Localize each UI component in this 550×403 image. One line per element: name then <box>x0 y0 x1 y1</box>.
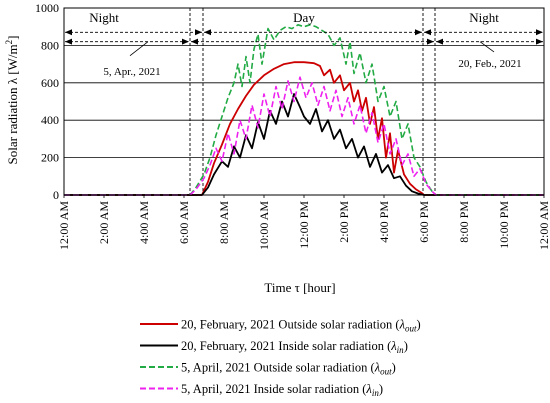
y-tick-label: 0 <box>53 188 59 202</box>
axes: 0 200 400 600 800 1000 12:00 AM 2:00 AM 4:00 AM 6… <box>35 1 550 250</box>
x-tick-label: 12:00 AM <box>537 201 550 250</box>
annotation-apr-date: 5, Apr., 2021 <box>103 66 160 78</box>
y-tick-label: 1000 <box>35 1 59 15</box>
series-line-3 <box>64 76 544 196</box>
series-line-0 <box>64 61 544 196</box>
x-tick-label: 8:00 PM <box>457 201 471 243</box>
x-tick-label: 10:00 PM <box>497 201 511 249</box>
x-tick-label: 4:00 AM <box>137 201 151 244</box>
series-line-2 <box>64 23 544 196</box>
axis-titles: Time τ [hour] Solar radiation λ [W/m2] <box>4 36 336 295</box>
x-tick-label: 6:00 PM <box>417 201 431 243</box>
x-tick-label: 10:00 AM <box>257 201 271 250</box>
y-tick-label: 400 <box>41 113 59 127</box>
legend-label: 5, April, 2021 Outside solar radiation (… <box>181 361 396 377</box>
x-tick-label: 2:00 PM <box>337 201 351 243</box>
legend-label: 5, April, 2021 Inside solar radiation (λ… <box>181 382 383 398</box>
x-tick-label: 6:00 AM <box>177 201 191 244</box>
legend-label: 20, February, 2021 Inside solar radiatio… <box>181 339 408 355</box>
y-tick-label: 600 <box>41 76 59 90</box>
annotations: Night Day Night 5, Apr., 2021 20, Feb., … <box>89 10 521 78</box>
x-tick-label: 8:00 AM <box>217 201 231 244</box>
apr-leader-line <box>129 41 149 57</box>
x-axis-title: Time τ [hour] <box>264 280 335 295</box>
feb-leader-line <box>479 41 495 53</box>
x-tick-label: 2:00 AM <box>97 201 111 244</box>
legend: 20, February, 2021 Outside solar radiati… <box>140 318 421 398</box>
y-tick-label: 200 <box>41 151 59 165</box>
x-tick-label: 12:00 PM <box>297 201 311 249</box>
annotation-day: Day <box>293 10 315 25</box>
y-axis-title: Solar radiation λ [W/m2] <box>4 36 20 165</box>
annotation-night-left: Night <box>89 10 119 25</box>
x-tick-label: 4:00 PM <box>377 201 391 243</box>
y-tick-label: 800 <box>41 38 59 52</box>
series-line-1 <box>64 93 544 196</box>
annotation-night-right: Night <box>469 10 499 25</box>
annotation-feb-date: 20, Feb., 2021 <box>458 58 521 70</box>
legend-label: 20, February, 2021 Outside solar radiati… <box>181 318 421 334</box>
series-layer <box>64 23 544 196</box>
x-tick-label: 12:00 AM <box>57 201 71 250</box>
